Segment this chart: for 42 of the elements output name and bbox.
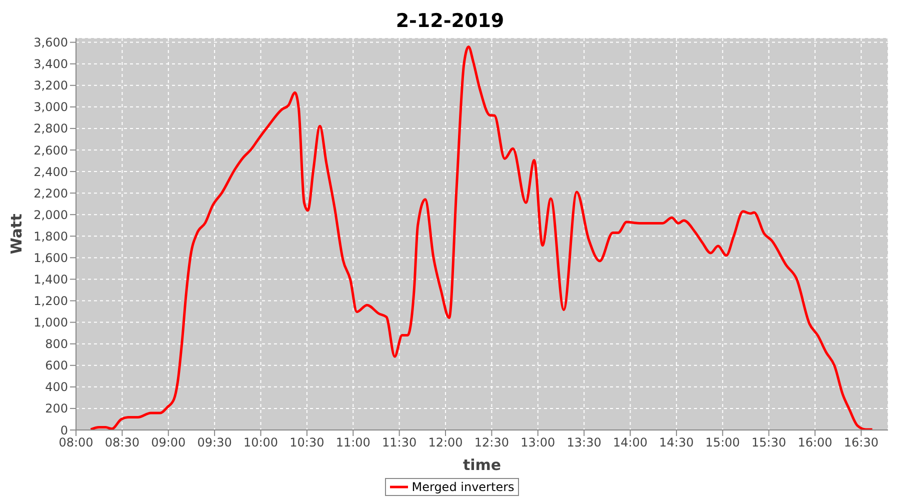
x-tick-label: 11:30 xyxy=(382,436,417,450)
x-tick-label: 15:30 xyxy=(752,436,786,450)
y-tick-label: 1,000 xyxy=(34,316,68,330)
y-tick-label: 1,800 xyxy=(34,229,68,244)
legend-label: Merged inverters xyxy=(412,480,514,494)
y-tick-label: 400 xyxy=(45,380,68,394)
x-tick-label: 13:30 xyxy=(566,436,602,450)
y-tick-label: 3,200 xyxy=(34,78,68,93)
y-tick-label: 1,200 xyxy=(34,294,68,308)
x-tick-label: 12:30 xyxy=(474,436,509,450)
y-tick-label: 600 xyxy=(45,358,68,373)
y-tick-label: 2,400 xyxy=(34,164,68,179)
x-axis-title: time xyxy=(462,456,502,474)
x-tick-label: 11:00 xyxy=(336,436,370,450)
x-tick-label: 14:30 xyxy=(659,436,694,450)
y-tick-label: 3,000 xyxy=(34,100,68,114)
y-tick-label: 2,000 xyxy=(34,208,68,222)
x-tick-label: 10:30 xyxy=(290,436,324,450)
x-tick-label: 15:00 xyxy=(705,436,740,450)
x-tick-label: 14:00 xyxy=(612,436,648,450)
x-tick-label: 09:30 xyxy=(197,436,232,450)
x-tick-label: 12:00 xyxy=(428,436,463,450)
y-tick-label: 0 xyxy=(60,423,68,438)
y-tick-label: 2,600 xyxy=(34,143,68,158)
y-tick-label: 3,600 xyxy=(34,36,68,50)
y-axis-title: Watt xyxy=(7,214,26,254)
y-tick-label: 800 xyxy=(45,337,68,352)
x-tick-label: 08:30 xyxy=(104,436,140,450)
y-tick-label: 2,200 xyxy=(34,186,68,200)
x-tick-label: 08:00 xyxy=(58,436,94,450)
x-tick-label: 16:30 xyxy=(844,436,879,450)
y-tick-label: 1,600 xyxy=(34,250,68,265)
y-tick-label: 1,400 xyxy=(34,272,68,286)
x-tick-label: 09:00 xyxy=(151,436,186,450)
y-tick-label: 200 xyxy=(45,402,68,416)
x-tick-label: 10:00 xyxy=(243,436,278,450)
x-tick-label: 16:00 xyxy=(798,436,832,450)
chart-title: 2-12-2019 xyxy=(394,9,506,34)
y-tick-label: 3,400 xyxy=(34,57,68,72)
line-series xyxy=(90,45,874,430)
y-tick-label: 2,800 xyxy=(34,122,68,136)
x-tick-label: 13:00 xyxy=(520,436,556,450)
